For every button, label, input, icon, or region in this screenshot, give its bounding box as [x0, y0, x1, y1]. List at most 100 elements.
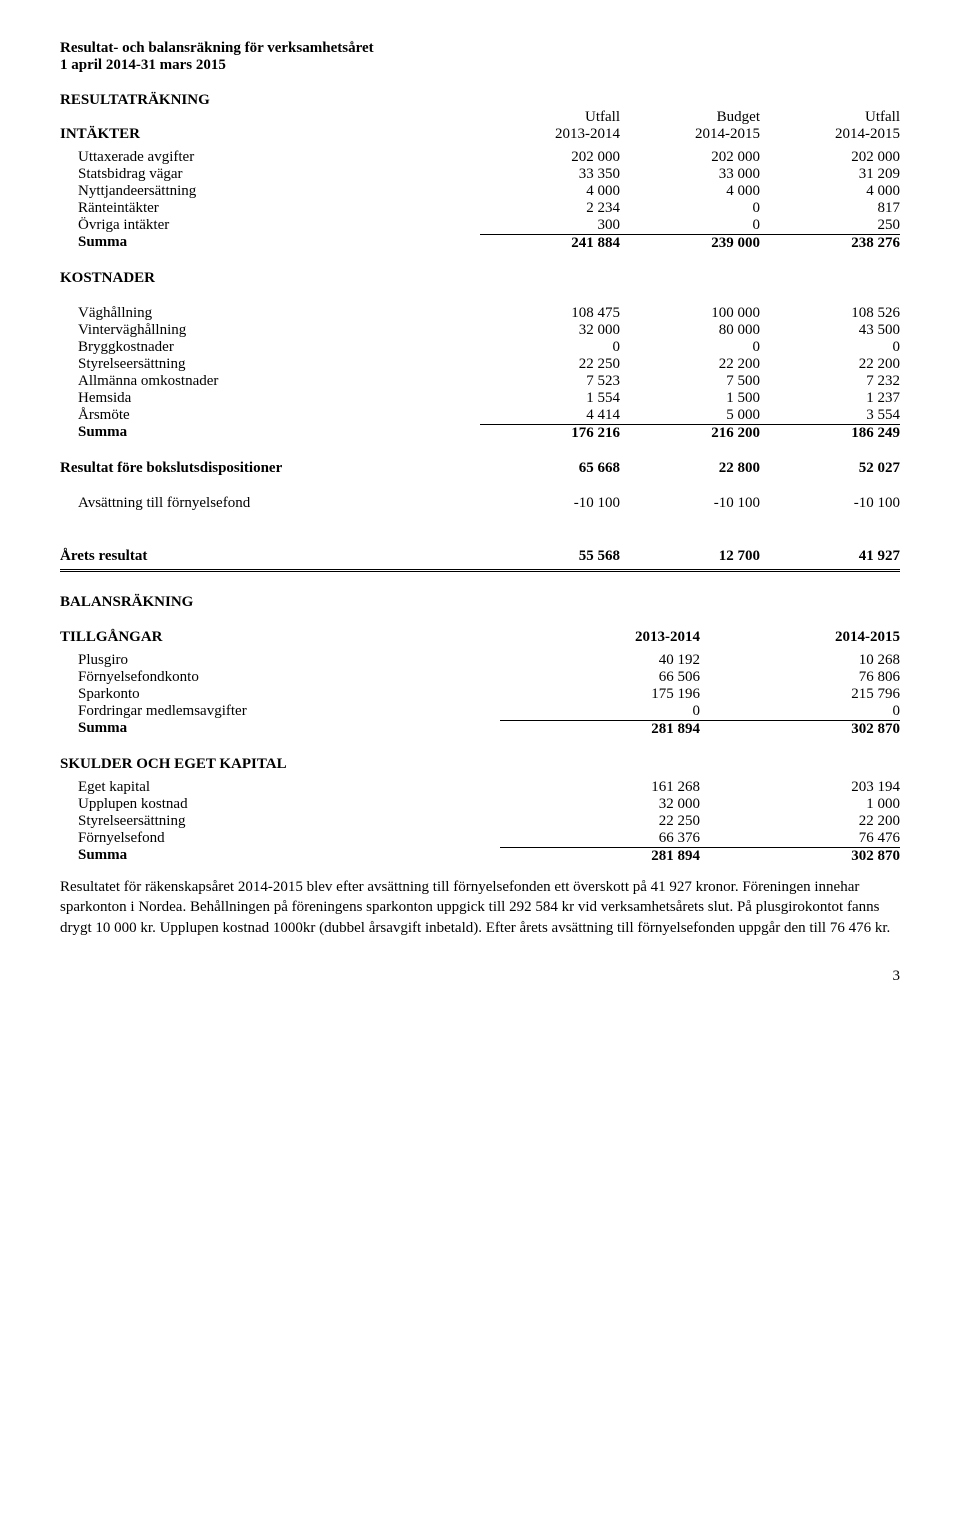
intakter-label: INTÄKTER [60, 126, 480, 143]
resultat-fore-label: Resultat före bokslutsdispositioner [60, 460, 480, 477]
kostnader-summa-c3: 186 249 [760, 424, 900, 442]
cell: 1 000 [700, 796, 900, 813]
row-label: Upplupen kostnad [60, 796, 500, 813]
row-label: Plusgiro [60, 652, 500, 669]
cell: 1 500 [620, 390, 760, 407]
intakter-summa-c2: 239 000 [620, 234, 760, 252]
cell: 80 000 [620, 322, 760, 339]
table-row: Nyttjandeersättning4 0004 0004 000 [60, 183, 900, 200]
avsattning-label: Avsättning till förnyelsefond [60, 495, 480, 512]
cell: 4 000 [760, 183, 900, 200]
table-row: Upplupen kostnad32 0001 000 [60, 796, 900, 813]
row-label: Sparkonto [60, 686, 500, 703]
kostnader-summa-c2: 216 200 [620, 424, 760, 442]
table-row: Ränteintäkter2 2340817 [60, 200, 900, 217]
table-row: Statsbidrag vägar33 35033 00031 209 [60, 166, 900, 183]
double-rule [60, 565, 900, 572]
cell: 32 000 [480, 322, 620, 339]
intakter-summa-label: Summa [60, 234, 480, 252]
skulder-label: SKULDER OCH EGET KAPITAL [60, 756, 900, 773]
col-header-budget: Budget [620, 109, 760, 126]
cell: 0 [700, 703, 900, 720]
kostnader-summa-label: Summa [60, 424, 480, 442]
cell: 2 234 [480, 200, 620, 217]
table-row: Väghållning108 475100 000108 526 [60, 305, 900, 322]
balans-year-1: 2013-2014 [500, 629, 700, 646]
tillgangar-summa-c1: 281 894 [500, 720, 700, 738]
row-label: Hemsida [60, 390, 480, 407]
tillgangar-summa-row: Summa 281 894 302 870 [60, 720, 900, 738]
row-label: Allmänna omkostnader [60, 373, 480, 390]
intakter-summa-c3: 238 276 [760, 234, 900, 252]
cell: 31 209 [760, 166, 900, 183]
col-year-2: 2014-2015 [620, 126, 760, 143]
cell: 22 250 [500, 813, 700, 830]
cell: 0 [620, 200, 760, 217]
row-label: Statsbidrag vägar [60, 166, 480, 183]
row-label: Uttaxerade avgifter [60, 149, 480, 166]
cell: 215 796 [700, 686, 900, 703]
cell: 33 350 [480, 166, 620, 183]
col-header-utfall2: Utfall [760, 109, 900, 126]
resultat-fore-row: Resultat före bokslutsdispositioner 65 6… [60, 460, 900, 477]
row-label: Övriga intäkter [60, 217, 480, 234]
table-row: Styrelseersättning22 25022 20022 200 [60, 356, 900, 373]
cell: 202 000 [480, 149, 620, 166]
cell: 7 523 [480, 373, 620, 390]
cell: 76 806 [700, 669, 900, 686]
row-label: Förnyelsefond [60, 830, 500, 847]
cell: 202 000 [760, 149, 900, 166]
cell: 100 000 [620, 305, 760, 322]
cell: 66 506 [500, 669, 700, 686]
cell: 22 200 [700, 813, 900, 830]
resultat-fore-c1: 65 668 [480, 460, 620, 477]
cell: 32 000 [500, 796, 700, 813]
balans-year-2: 2014-2015 [700, 629, 900, 646]
cell: 4 000 [620, 183, 760, 200]
skulder-summa-row: Summa 281 894 302 870 [60, 847, 900, 865]
cell: 66 376 [500, 830, 700, 847]
avsattning-c1: -10 100 [480, 495, 620, 512]
kostnader-summa-row: Summa 176 216 216 200 186 249 [60, 424, 900, 442]
cell: 0 [500, 703, 700, 720]
tillgangar-label: TILLGÅNGAR [60, 629, 500, 646]
cell: 33 000 [620, 166, 760, 183]
cell: 1 554 [480, 390, 620, 407]
row-label: Vinterväghållning [60, 322, 480, 339]
intakter-summa-c1: 241 884 [480, 234, 620, 252]
table-row: Eget kapital161 268203 194 [60, 779, 900, 796]
row-label: Nyttjandeersättning [60, 183, 480, 200]
intakter-summa-row: Summa 241 884 239 000 238 276 [60, 234, 900, 252]
cell: 3 554 [760, 407, 900, 424]
tillgangar-summa-c3: 302 870 [700, 720, 900, 738]
row-label: Styrelseersättning [60, 356, 480, 373]
cell: 22 250 [480, 356, 620, 373]
cell: 0 [620, 217, 760, 234]
row-label: Bryggkostnader [60, 339, 480, 356]
col-header-utfall1: Utfall [480, 109, 620, 126]
intakter-header-row: INTÄKTER 2013-2014 2014-2015 2014-2015 [60, 126, 900, 143]
cell: 0 [480, 339, 620, 356]
arets-resultat-c1: 55 568 [480, 548, 620, 565]
column-header-top: Utfall Budget Utfall [60, 109, 900, 126]
table-row: Vinterväghållning32 00080 00043 500 [60, 322, 900, 339]
avsattning-c3: -10 100 [760, 495, 900, 512]
avsattning-row: Avsättning till förnyelsefond -10 100 -1… [60, 495, 900, 512]
table-row: Övriga intäkter3000250 [60, 217, 900, 234]
cell: 22 200 [620, 356, 760, 373]
table-row: Plusgiro40 19210 268 [60, 652, 900, 669]
cell: 817 [760, 200, 900, 217]
table-row: Fordringar medlemsavgifter00 [60, 703, 900, 720]
cell: 161 268 [500, 779, 700, 796]
cell: 300 [480, 217, 620, 234]
row-label: Årsmöte [60, 407, 480, 424]
table-row: Sparkonto175 196215 796 [60, 686, 900, 703]
doc-title-line1: Resultat- och balansräkning för verksamh… [60, 40, 900, 57]
row-label: Väghållning [60, 305, 480, 322]
table-row: Bryggkostnader000 [60, 339, 900, 356]
avsattning-c2: -10 100 [620, 495, 760, 512]
row-label: Styrelseersättning [60, 813, 500, 830]
arets-resultat-c2: 12 700 [620, 548, 760, 565]
row-label: Förnyelsefondkonto [60, 669, 500, 686]
cell: 22 200 [760, 356, 900, 373]
